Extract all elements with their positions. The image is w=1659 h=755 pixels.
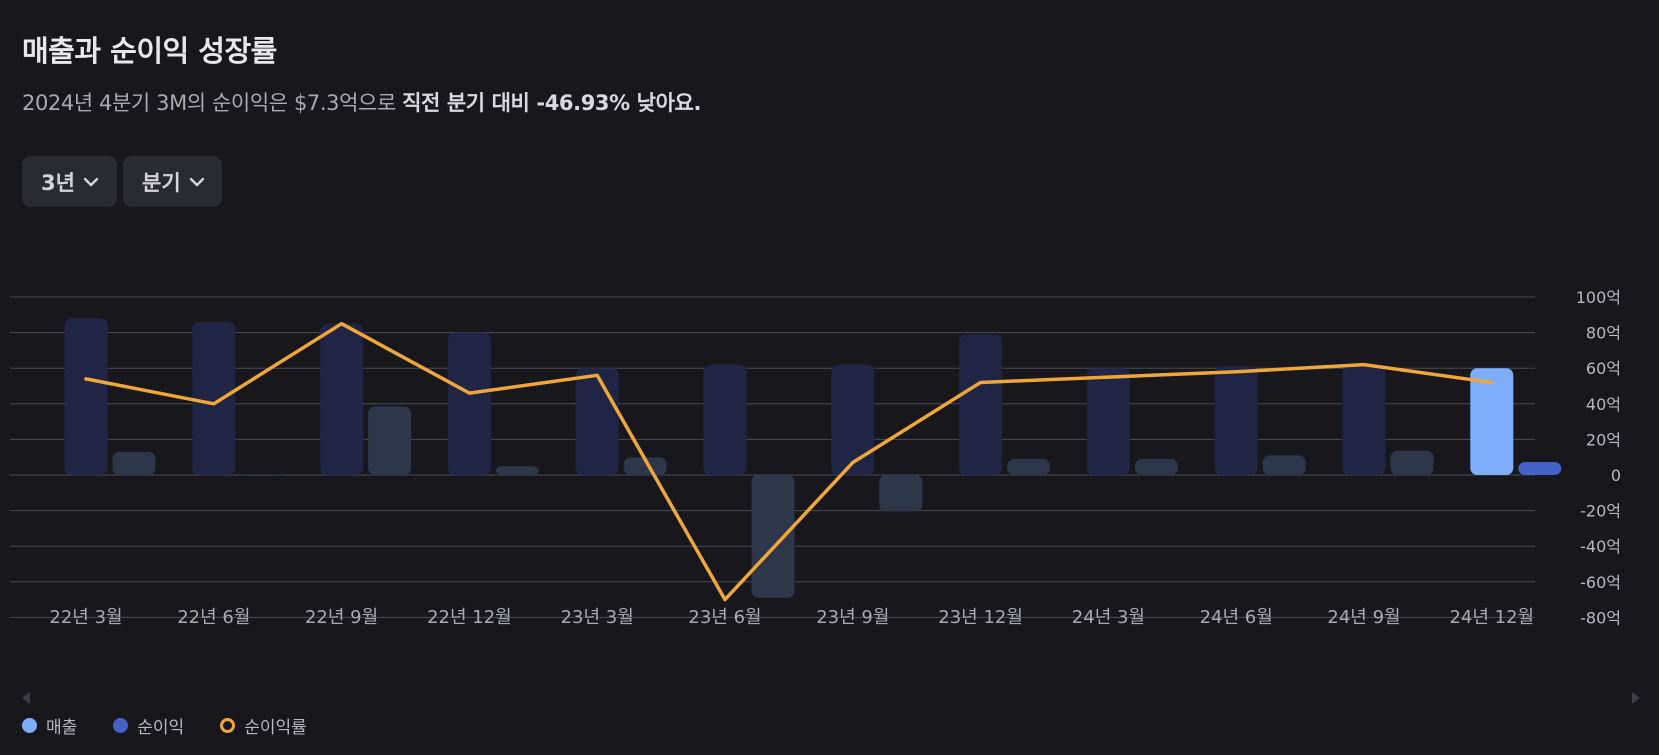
profit-bar <box>751 475 795 598</box>
x-tick-label: 23년 12월 <box>938 607 1023 628</box>
x-tick-label: 22년 6월 <box>177 607 250 628</box>
period-dropdown-label: 3년 <box>41 170 75 195</box>
legend-label-margin: 순이익률 <box>244 718 307 738</box>
y-tick-label: 20억 <box>1586 430 1621 449</box>
revenue-bar <box>1470 368 1514 475</box>
subtitle-highlight: 직전 분기 대비 -46.93% 낮아요. <box>402 91 702 115</box>
growth-chart: 100억 80억 60억 40억 20억 0 -20억 -40억 -60억 -80억 22년 3월… <box>10 288 1621 628</box>
legend-item-margin[interactable]: 순이익률 <box>220 713 307 738</box>
chevron-down-icon <box>83 177 99 187</box>
revenue-bar <box>320 323 364 475</box>
y-tick-label: -40억 <box>1580 537 1621 556</box>
profit-bar <box>1518 462 1562 475</box>
x-tick-label: 23년 3월 <box>561 607 634 628</box>
legend-item-revenue[interactable]: 매출 <box>22 713 77 738</box>
y-tick-label: 0 <box>1611 466 1621 485</box>
y-tick-label: -20억 <box>1580 502 1621 521</box>
profit-bar <box>495 466 539 475</box>
margin-line <box>84 321 1494 602</box>
legend-dot-revenue <box>22 718 37 733</box>
y-tick-label: -60억 <box>1580 573 1621 592</box>
chart-legend: 매출 순이익 순이익률 <box>22 713 343 738</box>
revenue-bar <box>447 332 491 475</box>
revenue-bar <box>575 368 619 475</box>
x-tick-label: 22년 3월 <box>49 607 122 628</box>
y-axis: 100억 80억 60억 40억 20억 0 -20억 -40억 -60억 -80억 <box>1576 288 1621 627</box>
unit-dropdown-label: 분기 <box>142 170 181 195</box>
x-tick-label: 22년 12월 <box>427 607 512 628</box>
x-tick-label: 24년 6월 <box>1200 607 1273 628</box>
x-axis: 22년 3월 22년 6월 22년 9월 22년 12월 23년 3월 23년 6월 23년… <box>49 607 1534 628</box>
revenue-bar <box>1214 366 1258 475</box>
profit-bar <box>1262 455 1306 475</box>
y-tick-label: 80억 <box>1586 324 1621 343</box>
unit-dropdown[interactable]: 분기 <box>123 156 222 207</box>
x-tick-label: 24년 9월 <box>1327 607 1400 628</box>
profit-bar <box>368 406 412 475</box>
profit-bar <box>112 451 156 475</box>
y-tick-label: 60억 <box>1586 359 1621 378</box>
margin-series-line <box>84 321 1494 602</box>
profit-bar <box>879 475 923 512</box>
chevron-down-icon <box>189 177 205 187</box>
legend-label-profit: 순이익 <box>137 718 185 738</box>
revenue-bar <box>1086 368 1130 475</box>
y-tick-label: 100억 <box>1576 288 1621 307</box>
revenue-bar <box>1342 366 1386 475</box>
revenue-bar <box>959 334 1003 475</box>
revenue-bar <box>192 321 236 475</box>
revenue-bar <box>703 364 747 475</box>
x-tick-label: 22년 9월 <box>305 607 378 628</box>
legend-ring-margin <box>220 718 236 733</box>
legend-item-profit[interactable]: 순이익 <box>113 713 184 738</box>
y-tick-label: 40억 <box>1586 395 1621 414</box>
period-dropdown[interactable]: 3년 <box>22 156 117 207</box>
x-tick-label: 24년 3월 <box>1072 607 1145 628</box>
revenue-bar <box>831 364 875 475</box>
profit-bar <box>240 474 284 476</box>
y-tick-label: -80억 <box>1580 608 1621 627</box>
profit-bar <box>1134 458 1178 475</box>
chart-subtitle: 2024년 4분기 3M의 순이익은 $7.3억으로 직전 분기 대비 -46.… <box>22 87 701 117</box>
scroll-left-icon[interactable] <box>20 690 32 710</box>
legend-label-revenue: 매출 <box>46 718 78 738</box>
x-tick-label: 24년 12월 <box>1449 607 1534 628</box>
revenue-bar <box>64 318 108 475</box>
profit-bar <box>1390 450 1434 475</box>
profit-bar <box>1007 458 1051 475</box>
bars <box>64 318 1562 598</box>
subtitle-text: 2024년 4분기 3M의 순이익은 $7.3억으로 <box>22 91 403 115</box>
profit-bar <box>623 457 667 475</box>
legend-dot-profit <box>113 718 129 733</box>
scroll-right-icon[interactable] <box>1630 690 1642 710</box>
x-tick-label: 23년 6월 <box>688 607 761 628</box>
chart-title: 매출과 순이익 성장률 <box>22 34 277 68</box>
x-tick-label: 23년 9월 <box>816 607 889 628</box>
